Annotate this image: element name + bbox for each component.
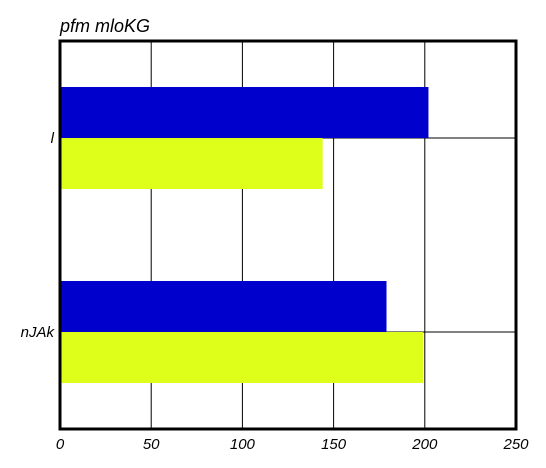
bar-series-0-nJAk — [60, 281, 387, 332]
x-tick-label-5: 250 — [502, 436, 529, 453]
bar-series-1-l — [60, 138, 323, 189]
x-tick-label-4: 200 — [411, 436, 438, 453]
category-label-1: nJAk — [21, 324, 56, 341]
chart-title: pfm mloKG — [59, 16, 150, 36]
bar-series-0-l — [60, 87, 429, 138]
category-label-0: l — [51, 130, 55, 147]
plot-frame — [58, 39, 518, 431]
bars — [60, 87, 429, 383]
x-tick-label-2: 100 — [230, 436, 256, 453]
axes: 0 50 100 150 200 250 l nJAk — [21, 130, 530, 453]
x-tick-label-0: 0 — [56, 436, 65, 453]
x-tick-label-1: 50 — [143, 436, 160, 453]
x-tick-label-3: 150 — [321, 436, 347, 453]
bar-series-1-nJAk — [60, 332, 423, 383]
